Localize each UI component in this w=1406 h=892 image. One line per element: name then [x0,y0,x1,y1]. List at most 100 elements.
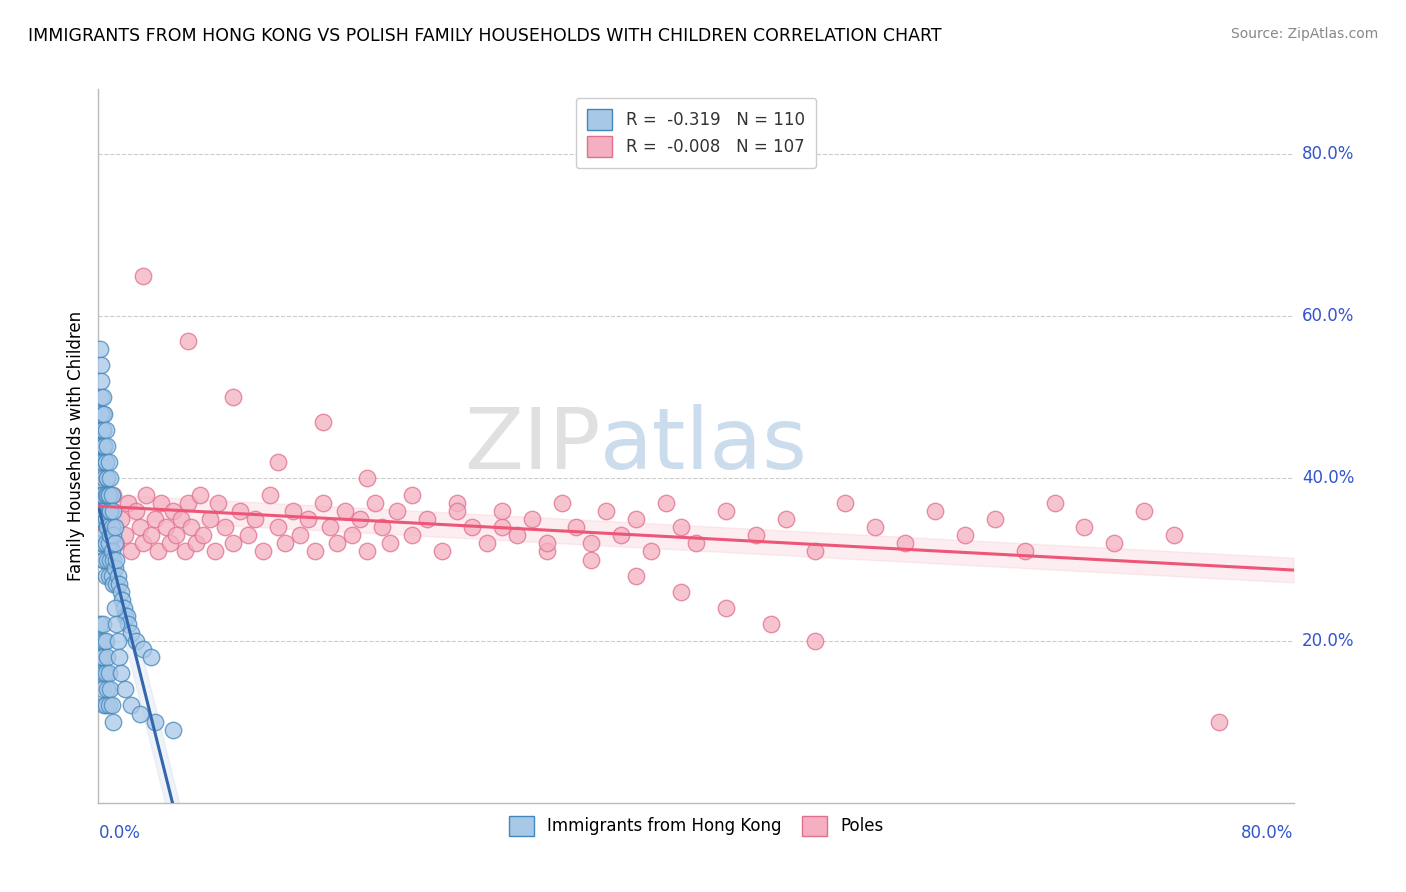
Point [536,536,558,550]
Point [174,544,197,558]
Point [274,536,297,550]
Point [222,536,245,550]
Point [97,568,120,582]
Point [97,488,120,502]
Point [775,512,797,526]
Point [550,496,572,510]
Point [188,488,211,502]
Point [104,536,127,550]
Point [105,577,128,591]
Point [229,504,252,518]
Point [461,520,484,534]
Point [401,488,423,502]
Point [281,504,304,518]
Point [311,496,333,510]
Point [117,496,139,510]
Point [90,633,112,648]
Point [90,390,112,404]
Text: 80.0%: 80.0% [1241,824,1294,842]
Point [297,512,319,526]
Point [865,520,887,534]
Text: 40.0%: 40.0% [1302,469,1354,487]
Point [115,609,138,624]
Point [356,471,378,485]
Point [96,471,118,485]
Point [984,512,1007,526]
Point [110,666,132,681]
Point [430,544,453,558]
Point [101,568,124,582]
Point [91,390,114,404]
Point [91,536,114,550]
Point [714,504,737,518]
Text: ZIP: ZIP [464,404,600,488]
Point [356,544,378,558]
Text: 20.0%: 20.0% [1302,632,1354,649]
Point [94,512,117,526]
Point [120,625,142,640]
Point [267,520,290,534]
Point [236,528,259,542]
Point [94,455,117,469]
Point [104,601,127,615]
Point [105,552,128,566]
Point [96,520,118,534]
Point [581,552,603,566]
Point [953,528,976,542]
Point [97,536,120,550]
Point [105,617,128,632]
Point [416,512,439,526]
Point [200,512,222,526]
Point [112,601,135,615]
Point [97,504,120,518]
Point [114,682,136,697]
Point [804,544,827,558]
Text: 80.0%: 80.0% [1302,145,1354,163]
Point [89,439,111,453]
Point [626,512,648,526]
Point [267,455,290,469]
Point [759,617,782,632]
Point [101,520,124,534]
Point [319,520,342,534]
Point [143,512,166,526]
Y-axis label: Family Households with Children: Family Households with Children [66,311,84,581]
Point [97,488,120,502]
Point [506,528,529,542]
Point [90,374,112,388]
Point [103,504,125,518]
Point [834,496,856,510]
Point [91,617,114,632]
Point [191,528,214,542]
Point [245,512,267,526]
Point [120,698,142,713]
Point [96,439,118,453]
Point [91,423,114,437]
Point [98,471,122,485]
Point [745,528,768,542]
Point [132,641,155,656]
Point [132,268,155,283]
Point [1208,714,1230,729]
Point [91,439,114,453]
Point [714,601,737,615]
Point [91,649,114,664]
Point [1073,520,1095,534]
Point [91,407,114,421]
Point [401,528,423,542]
Point [135,488,157,502]
Point [93,471,115,485]
Point [924,504,946,518]
Point [91,423,114,437]
Point [148,544,170,558]
Point [333,504,356,518]
Point [97,455,120,469]
Point [103,528,125,542]
Point [90,423,112,437]
Point [129,520,152,534]
Point [159,536,181,550]
Point [101,544,124,558]
Point [610,528,633,542]
Point [93,407,115,421]
Point [101,488,124,502]
